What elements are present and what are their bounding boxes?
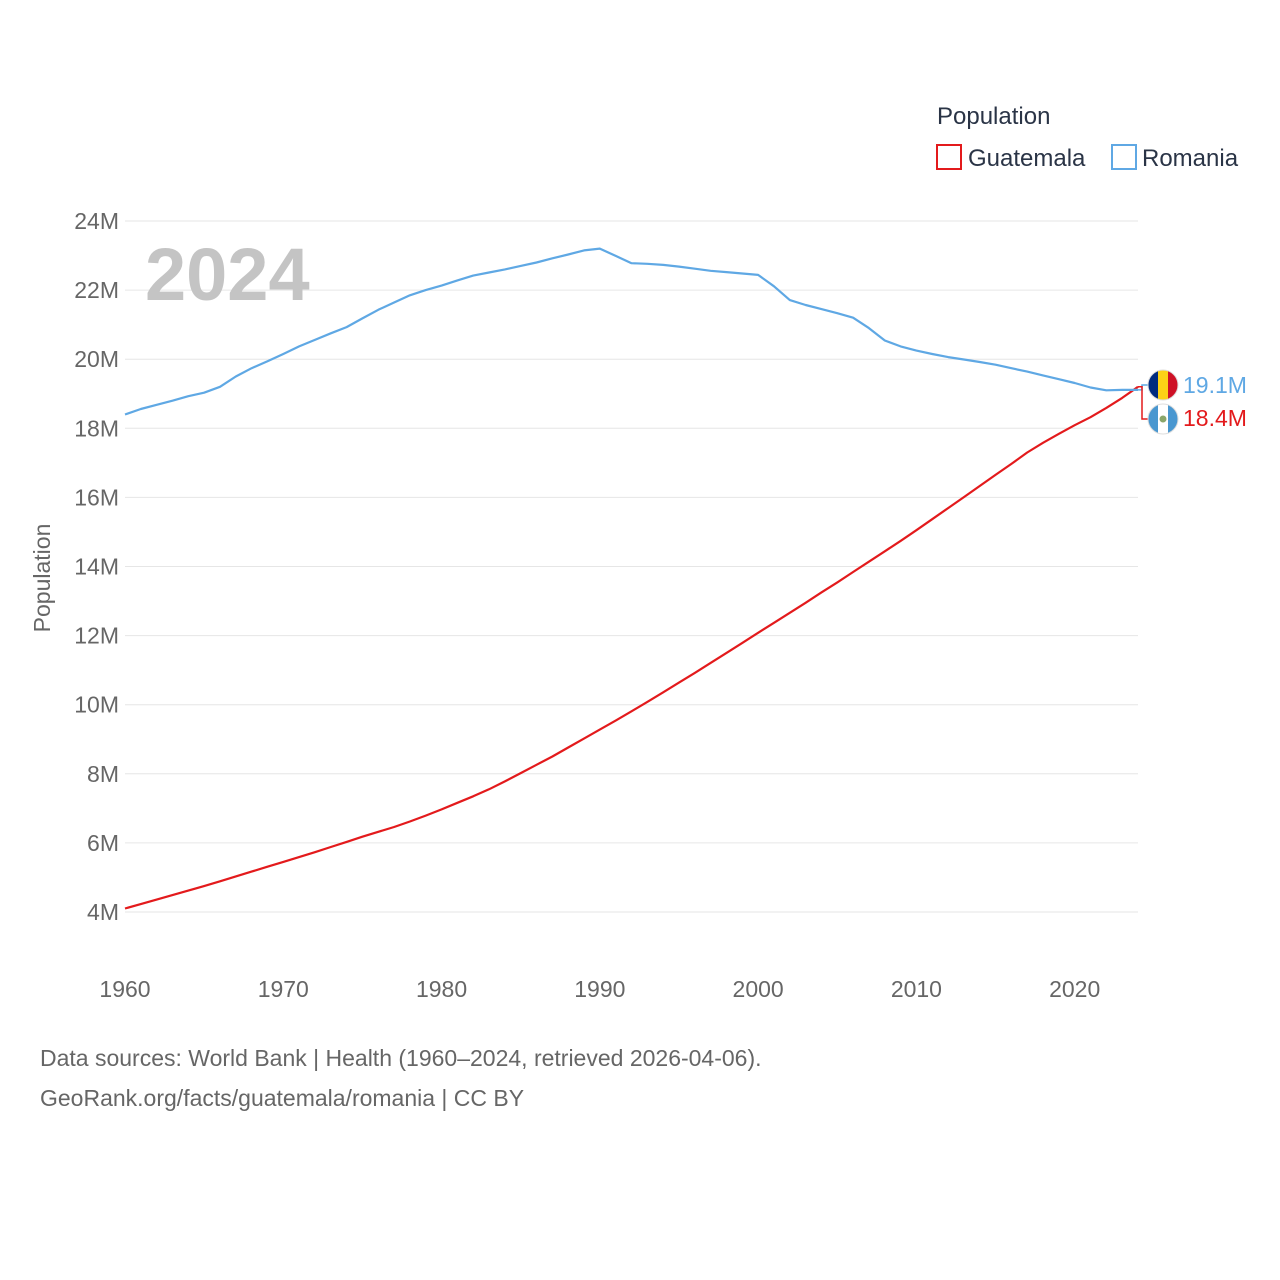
year-watermark: 2024 <box>145 233 310 316</box>
y-tick-label: 20M <box>74 346 119 372</box>
y-tick-label: 16M <box>74 484 119 510</box>
y-tick-label: 8M <box>87 761 119 787</box>
legend-swatch-guatemala <box>936 144 962 170</box>
x-axis-ticks: 1960 1970 1980 1990 2000 2010 2020 <box>99 976 1100 1002</box>
y-axis-ticks: 4M 6M 8M 10M 12M 14M 16M 18M 20M 22M 24M <box>74 208 119 925</box>
legend-title: Population <box>937 103 1050 130</box>
legend-label-guatemala: Guatemala <box>968 145 1086 172</box>
y-tick-label: 14M <box>74 554 119 580</box>
y-tick-label: 18M <box>74 415 119 441</box>
series-line-guatemala <box>124 385 1139 910</box>
legend-item-romania[interactable]: Romania <box>1111 144 1239 172</box>
y-tick-label: 10M <box>74 692 119 718</box>
x-tick-label: 1990 <box>574 976 625 1002</box>
footer-attribution: GeoRank.org/facts/guatemala/romania | CC… <box>40 1085 525 1111</box>
x-tick-label: 1970 <box>258 976 309 1002</box>
romania-end-marker: 19.1M <box>1138 369 1247 401</box>
y-tick-label: 4M <box>87 899 119 925</box>
grid-lines <box>125 220 1138 913</box>
series-line-romania <box>124 247 1138 416</box>
romania-flag-icon <box>1148 370 1178 400</box>
romania-end-label: 19.1M <box>1183 372 1247 398</box>
legend-label-romania: Romania <box>1142 145 1239 172</box>
x-tick-label: 1980 <box>416 976 467 1002</box>
y-tick-label: 24M <box>74 208 119 234</box>
guatemala-end-marker: 18.4M <box>1138 386 1247 435</box>
legend-item-guatemala[interactable]: Guatemala <box>936 144 1086 172</box>
y-tick-label: 6M <box>87 830 119 856</box>
guatemala-leader-line <box>1138 386 1148 420</box>
x-tick-label: 2010 <box>891 976 942 1002</box>
y-axis-label: Population <box>29 524 55 633</box>
legend-swatch-romania <box>1111 144 1137 170</box>
x-tick-label: 2000 <box>733 976 784 1002</box>
x-tick-label: 2020 <box>1049 976 1100 1002</box>
guatemala-flag-icon <box>1148 404 1178 434</box>
series-lines <box>124 247 1139 910</box>
y-tick-label: 22M <box>74 277 119 303</box>
x-tick-label: 1960 <box>99 976 150 1002</box>
guatemala-end-label: 18.4M <box>1183 405 1247 431</box>
footer-sources: Data sources: World Bank | Health (1960–… <box>40 1045 762 1071</box>
y-tick-label: 12M <box>74 623 119 649</box>
